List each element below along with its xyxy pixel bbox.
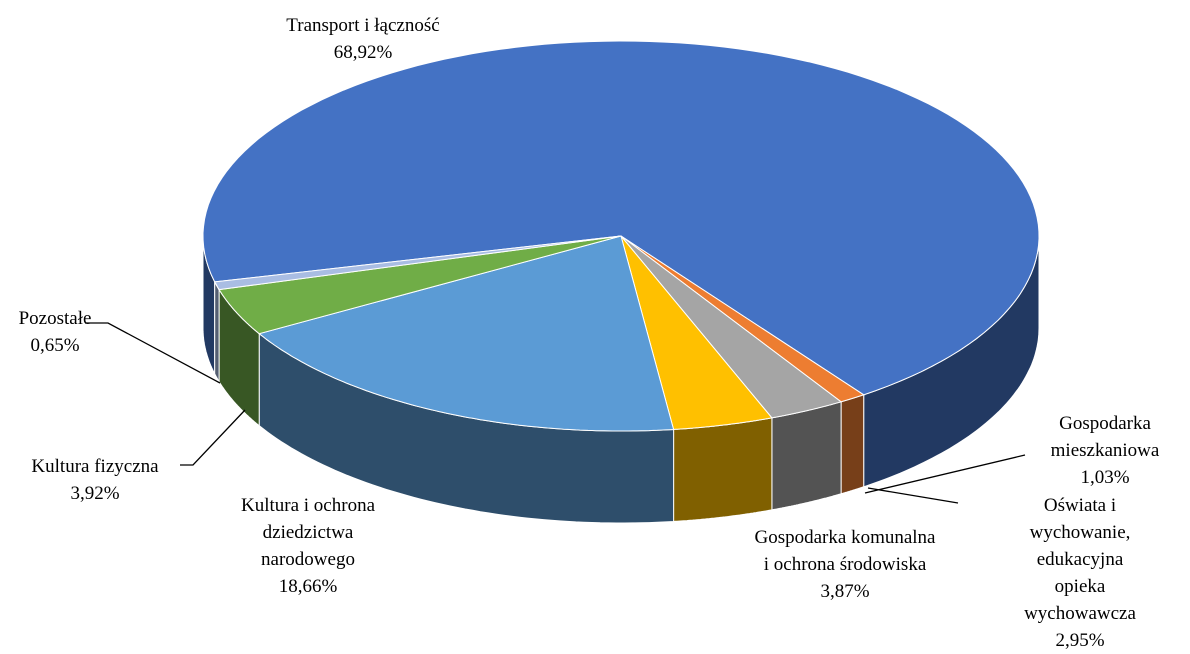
category-label: Transport i łączność: [286, 15, 440, 36]
slice: [620, 235, 843, 419]
category-label: Oświata i wychowanie, edukacyjna opieka …: [1024, 495, 1136, 624]
slice-side: [771, 401, 842, 511]
slice-label: Transport i łączność 68,92%: [286, 12, 439, 66]
slice-side: [840, 394, 865, 495]
slice-label: Pozostałe 0,65%: [19, 305, 92, 359]
slice-label: Kultura i ochrona dziedzictwa narodowego…: [241, 492, 375, 600]
slice: [218, 235, 622, 335]
category-label: Kultura fizyczna: [31, 456, 159, 477]
value-label: 3,92%: [70, 483, 120, 504]
slice-side: [673, 417, 773, 523]
slice: [258, 235, 675, 432]
value-label: 18,66%: [278, 576, 338, 597]
value-label: 1,03%: [1080, 467, 1130, 488]
leader-line: [180, 409, 246, 466]
category-label: Gospodarka komunalna i ochrona środowisk…: [754, 527, 936, 575]
slice: [620, 235, 866, 403]
leader-line: [864, 454, 1026, 494]
leader-line: [85, 322, 221, 384]
slice-label: Gospodarka komunalna i ochrona środowisk…: [755, 524, 936, 605]
value-label: 2,95%: [1055, 630, 1105, 651]
category-label: Gospodarka mieszkaniowa: [1050, 413, 1160, 461]
value-label: 0,65%: [30, 335, 80, 356]
slice: [620, 235, 773, 431]
category-label: Pozostałe: [18, 308, 92, 329]
leader-line: [867, 487, 959, 504]
slice-label: Kultura fizyczna 3,92%: [31, 453, 158, 507]
slice-label: Oświata i wychowanie, edukacyjna opieka …: [1024, 492, 1136, 654]
value-label: 3,87%: [820, 581, 870, 602]
value-label: 68,92%: [333, 42, 393, 63]
page: Transport i łączność 68,92% Gospodarka mie…: [18, 12, 1160, 651]
slice: [214, 235, 622, 291]
slice-label: Gospodarka mieszkaniowa 1,03%: [1051, 410, 1160, 491]
slice-side: [214, 280, 220, 382]
category-label: Kultura i ochrona dziedzictwa narodowego: [240, 495, 376, 570]
slice: [202, 40, 1040, 396]
chart: [85, 40, 1040, 524]
